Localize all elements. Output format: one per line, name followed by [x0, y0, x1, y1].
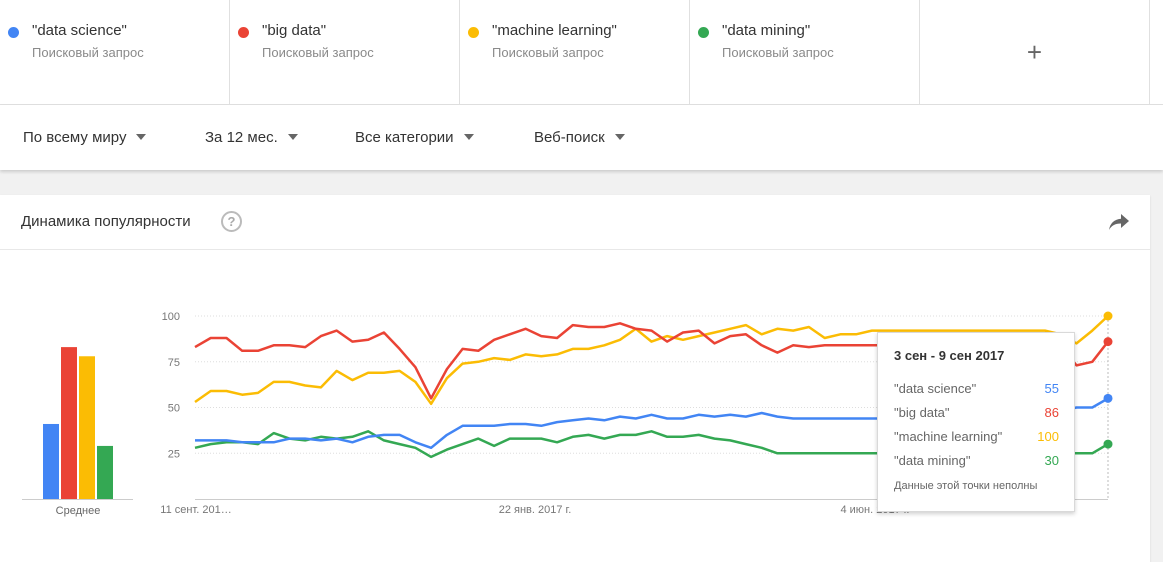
tooltip-note: Данные этой точки неполны — [894, 480, 1038, 492]
series-color-dot — [238, 27, 249, 38]
tooltip-date: 3 сен - 9 сен 2017 — [894, 348, 1005, 363]
period-dropdown-label: За 12 мес. — [205, 129, 278, 146]
tooltip-row-value: 30 — [1044, 453, 1059, 468]
search-term-label: "data science" — [32, 22, 127, 39]
average-bar — [43, 423, 59, 499]
tooltip-row-label: "machine learning" — [894, 429, 1003, 444]
caret-down-icon — [287, 134, 298, 141]
category-dropdown-label: Все категории — [355, 129, 454, 146]
search-term-label: "big data" — [262, 22, 327, 39]
search-term-data-mining[interactable]: "data mining" Поисковый запрос — [690, 0, 920, 105]
hover-point — [1103, 311, 1113, 321]
search-term-type: Поисковый запрос — [722, 45, 834, 60]
search-type-dropdown[interactable]: Веб-поиск — [534, 129, 625, 146]
card-title: Динамика популярности — [21, 213, 191, 230]
series-color-dot — [468, 27, 479, 38]
caret-down-icon — [614, 134, 625, 141]
tooltip-row-value: 55 — [1044, 381, 1059, 396]
y-tick-label: 100 — [162, 311, 180, 323]
tooltip-row: "data science" 55 — [894, 381, 1059, 405]
search-term-type: Поисковый запрос — [262, 45, 374, 60]
add-term-button[interactable]: + — [920, 0, 1150, 105]
hover-point — [1103, 393, 1113, 403]
average-label: Среднее — [56, 505, 101, 517]
search-term-data-science[interactable]: "data science" Поисковый запрос — [0, 0, 230, 105]
series-line — [194, 315, 1109, 406]
series-color-dot — [8, 27, 19, 38]
y-tick-label: 75 — [168, 357, 180, 369]
x-tick-label: 11 сент. 201… — [160, 504, 231, 516]
tooltip-row: "big data" 86 — [894, 405, 1059, 429]
search-term-big-data[interactable]: "big data" Поисковый запрос — [230, 0, 460, 105]
tooltip-row-label: "big data" — [894, 405, 950, 420]
search-term-type: Поисковый запрос — [32, 45, 144, 60]
card-divider — [0, 249, 1150, 250]
caret-down-icon — [463, 134, 474, 141]
hover-point — [1103, 337, 1113, 347]
region-dropdown[interactable]: По всему миру — [23, 129, 147, 146]
tooltip-row: "machine learning" 100 — [894, 429, 1059, 453]
caret-down-icon — [136, 134, 147, 141]
share-icon[interactable] — [1108, 213, 1130, 231]
tooltip-row-label: "data mining" — [894, 453, 971, 468]
search-type-dropdown-label: Веб-поиск — [534, 129, 605, 146]
search-term-label: "machine learning" — [492, 22, 617, 39]
average-bar — [97, 445, 113, 499]
period-dropdown[interactable]: За 12 мес. — [205, 129, 298, 146]
region-dropdown-label: По всему миру — [23, 129, 127, 146]
search-terms-bar: "data science" Поисковый запрос "big dat… — [0, 0, 1163, 105]
average-bar — [79, 356, 95, 499]
chart-tooltip: 3 сен - 9 сен 2017 "data science" 55 "bi… — [877, 332, 1075, 512]
y-tick-label: 50 — [168, 403, 180, 415]
tooltip-row-label: "data science" — [894, 381, 977, 396]
category-dropdown[interactable]: Все категории — [355, 129, 474, 146]
hover-point — [1103, 439, 1113, 449]
search-term-type: Поисковый запрос — [492, 45, 604, 60]
average-bar — [61, 347, 77, 499]
y-tick-label: 25 — [168, 448, 180, 460]
series-color-dot — [698, 27, 709, 38]
tooltip-row-value: 86 — [1044, 405, 1059, 420]
search-term-machine-learning[interactable]: "machine learning" Поисковый запрос — [460, 0, 690, 105]
tooltip-row: "data mining" 30 — [894, 453, 1059, 477]
tooltip-row-value: 100 — [1037, 429, 1059, 444]
help-icon[interactable]: ? — [221, 211, 242, 232]
search-term-label: "data mining" — [722, 22, 811, 39]
filters-bar: По всему миру За 12 мес. Все категории В… — [0, 105, 1163, 170]
x-tick-label: 22 янв. 2017 г. — [499, 504, 572, 516]
